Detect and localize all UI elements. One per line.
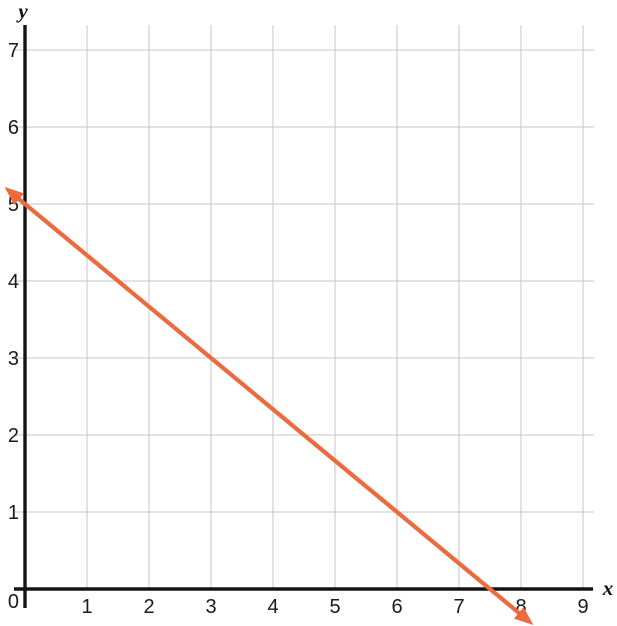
y-tick-label: 3 — [8, 348, 19, 370]
x-tick-label: 9 — [577, 596, 588, 618]
x-tick-label: 5 — [329, 596, 340, 618]
x-tick-label: 2 — [143, 596, 154, 618]
x-tick-label: 6 — [391, 596, 402, 618]
x-tick-label: 4 — [267, 596, 278, 618]
plotted-line — [11, 192, 527, 620]
y-tick-label: 2 — [8, 425, 19, 447]
x-tick-label: 1 — [81, 596, 92, 618]
x-tick-label: 8 — [515, 596, 526, 618]
x-axis-label: x — [602, 576, 614, 600]
y-tick-label: 4 — [8, 271, 19, 293]
y-tick-label: 1 — [8, 502, 19, 524]
y-axis-label: y — [15, 0, 28, 23]
arrowhead-upper-left — [4, 187, 24, 205]
y-tick-label: 7 — [8, 40, 19, 62]
y-tick-label: 6 — [8, 117, 19, 139]
y-tick-label: 5 — [8, 194, 19, 216]
x-tick-label: 3 — [205, 596, 216, 618]
x-tick-label: 7 — [453, 596, 464, 618]
origin-label: 0 — [8, 591, 19, 613]
arrowhead-lower-right — [513, 607, 534, 625]
